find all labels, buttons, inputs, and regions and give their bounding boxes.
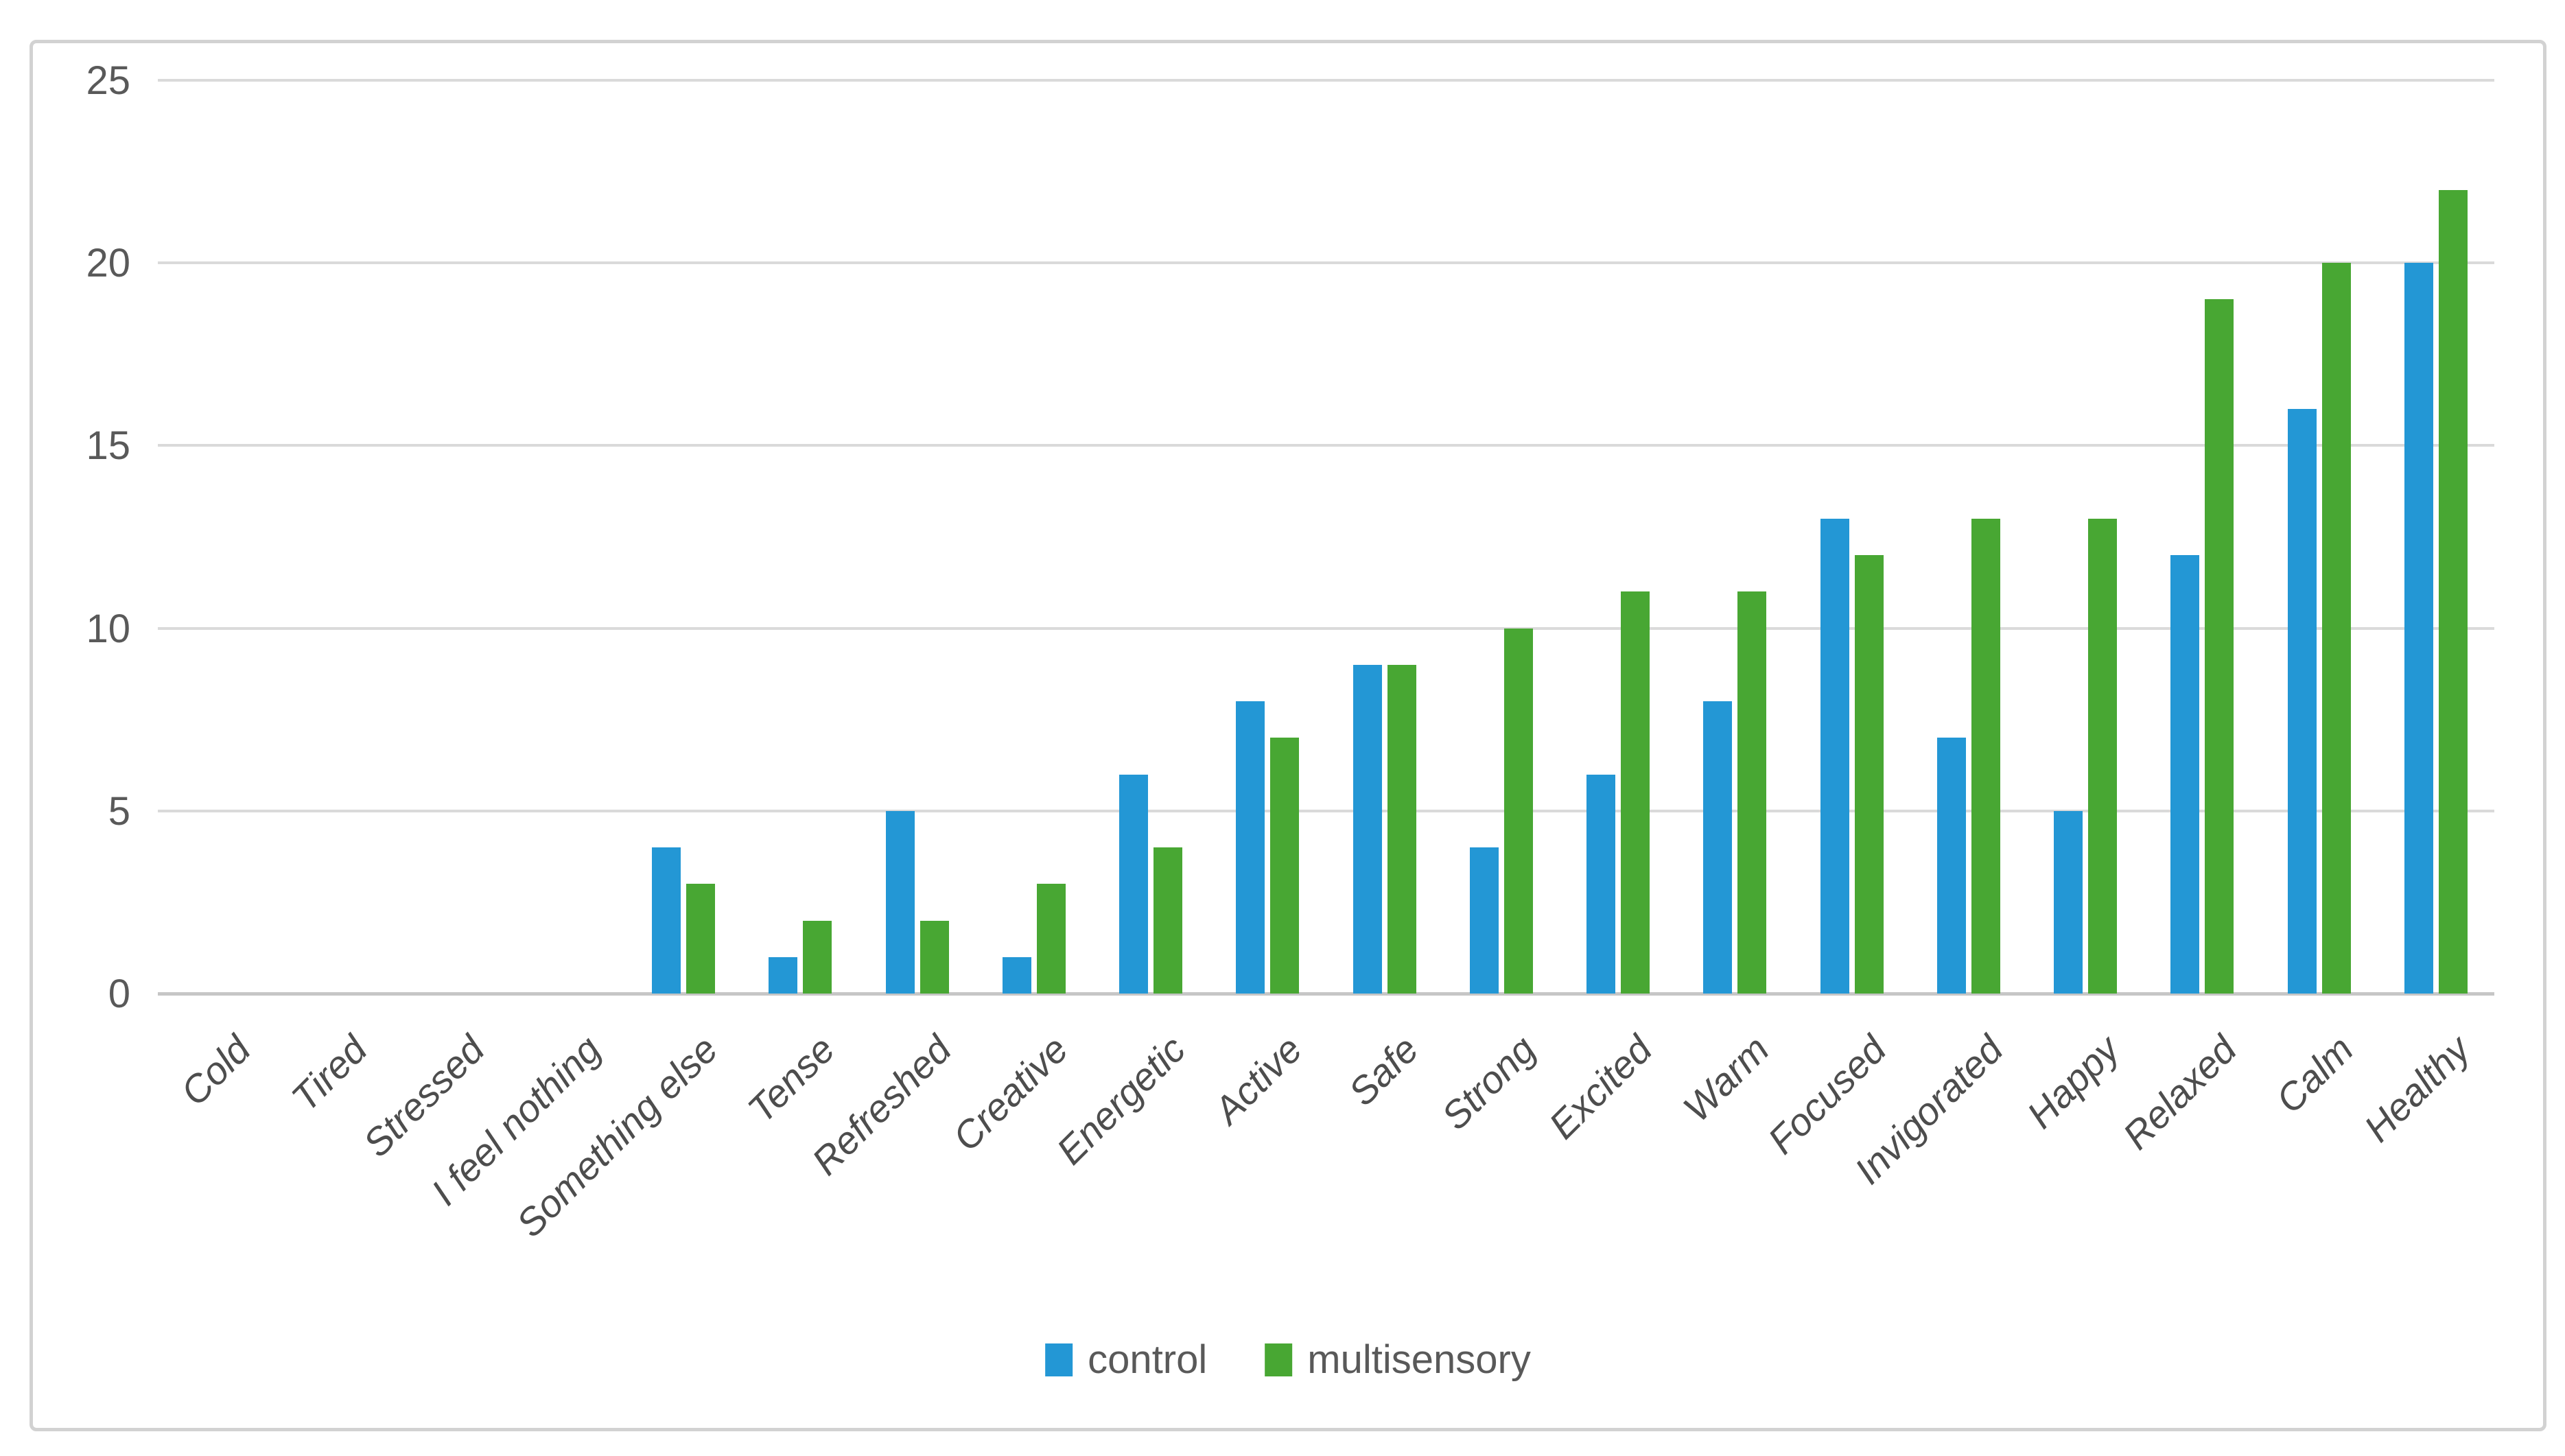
x-tick-label: Strong xyxy=(1433,1027,1544,1138)
bars-layer xyxy=(33,43,2543,1428)
y-tick-label: 10 xyxy=(86,606,130,651)
x-axis-line xyxy=(158,992,2494,996)
x-tick-label: Safe xyxy=(1340,1027,1427,1114)
x-tick-label: Tired xyxy=(283,1027,376,1120)
gridline xyxy=(158,261,2494,265)
bar-control xyxy=(2287,409,2317,994)
bar-multisensory xyxy=(1503,628,1533,994)
x-tick-label: Happy xyxy=(2018,1027,2128,1137)
legend-label: multisensory xyxy=(1307,1337,1531,1382)
x-tick-label: Healthy xyxy=(2355,1027,2479,1150)
y-tick-label: 20 xyxy=(86,241,130,286)
bar-control xyxy=(769,956,798,994)
bar-multisensory xyxy=(1153,847,1183,994)
bar-multisensory xyxy=(2438,189,2468,994)
bar-control xyxy=(2054,810,2083,994)
bar-multisensory xyxy=(1270,738,1300,994)
bar-multisensory xyxy=(1971,518,2000,994)
bar-multisensory xyxy=(920,920,949,994)
legend: control multisensory xyxy=(1045,1340,1531,1380)
bar-control xyxy=(1820,518,1849,994)
x-axis-tick-labels: Cold Tired Stressed I feel nothing Something… xyxy=(33,43,2543,1428)
bar-multisensory xyxy=(2205,299,2234,994)
bar-control xyxy=(1936,738,1966,994)
x-tick-label: Relaxed xyxy=(2114,1027,2245,1158)
bar-multisensory xyxy=(1621,591,1650,994)
bar-control xyxy=(1002,956,1031,994)
gridlines-layer xyxy=(33,43,2543,1428)
y-tick-label: 25 xyxy=(86,58,130,103)
legend-item-control: control xyxy=(1045,1340,1207,1380)
gridline xyxy=(158,809,2494,812)
x-tick-label: Active xyxy=(1205,1027,1311,1132)
bar-multisensory xyxy=(1387,664,1416,994)
gridline xyxy=(158,444,2494,447)
x-tick-label: Energetic xyxy=(1048,1027,1193,1173)
y-tick-label: 15 xyxy=(86,423,130,469)
legend-swatch-icon xyxy=(1045,1343,1073,1376)
x-tick-label: Something else xyxy=(508,1027,726,1245)
bar-multisensory xyxy=(1854,555,1884,994)
bar-control xyxy=(2170,555,2200,994)
legend-label: control xyxy=(1088,1337,1208,1382)
y-tick-label: 0 xyxy=(108,972,130,1016)
legend-swatch-icon xyxy=(1265,1343,1293,1376)
x-tick-label: Warm xyxy=(1674,1027,1778,1130)
bar-multisensory xyxy=(1737,591,1767,994)
bar-multisensory xyxy=(1036,884,1066,994)
bar-control xyxy=(1703,701,1733,994)
bar-control xyxy=(1236,701,1265,994)
legend-item-multisensory: multisensory xyxy=(1265,1340,1531,1380)
gridline xyxy=(158,79,2494,82)
bar-multisensory xyxy=(803,920,832,994)
bar-multisensory xyxy=(686,884,716,994)
x-tick-label: Calm xyxy=(2267,1027,2362,1122)
bar-control xyxy=(1352,664,1382,994)
bar-control xyxy=(885,810,915,994)
bar-multisensory xyxy=(2088,518,2118,994)
x-tick-label: Excited xyxy=(1541,1027,1661,1147)
bar-control xyxy=(2404,263,2433,994)
bar-multisensory xyxy=(2321,263,2351,994)
bar-control xyxy=(1119,774,1149,994)
x-tick-label: Cold xyxy=(172,1027,259,1114)
gridline xyxy=(158,626,2494,630)
bar-control xyxy=(1469,847,1499,994)
bar-control xyxy=(1586,774,1616,994)
y-axis-tick-labels: 0 5 10 15 20 25 xyxy=(33,43,2543,1428)
bar-control xyxy=(652,847,681,994)
x-tick-label: Tense xyxy=(739,1027,843,1131)
chart-figure: 0 5 10 15 20 25 Cold Tired Stressed I feel nothi… xyxy=(30,40,2546,1431)
y-tick-label: 5 xyxy=(108,788,130,834)
